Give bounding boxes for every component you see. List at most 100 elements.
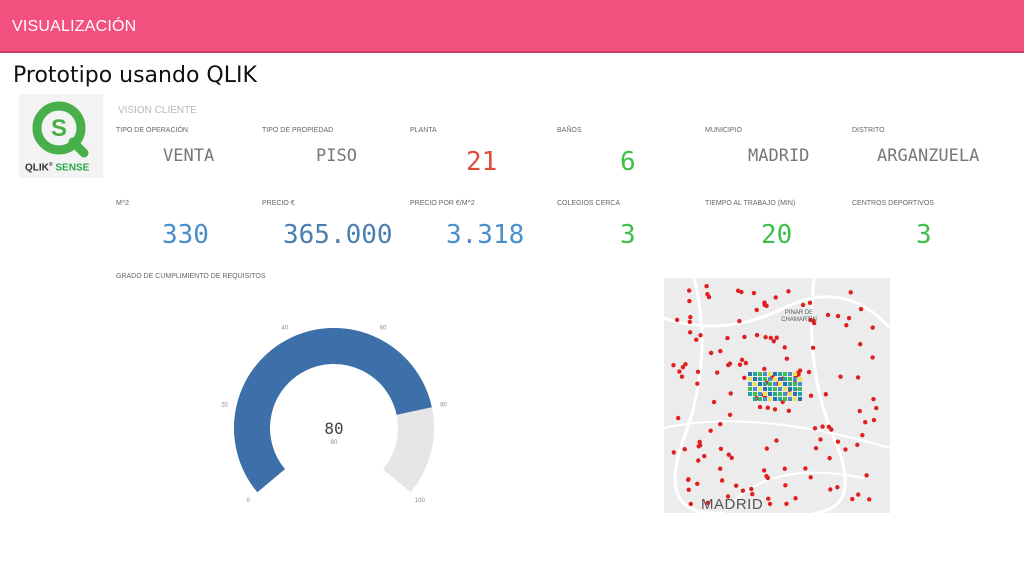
map-heat-cell xyxy=(793,377,797,381)
map-heat-cell xyxy=(788,397,792,401)
map-property-dot xyxy=(697,439,702,445)
dashboard-title: VISION CLIENTE xyxy=(118,105,197,116)
map-heat-cell xyxy=(798,377,802,381)
map-property-dot xyxy=(761,468,767,473)
map-heat-cell xyxy=(778,382,782,386)
logo-text: QLIK® SENSE xyxy=(25,162,89,173)
map-property-dot xyxy=(864,473,869,478)
map-heat-cell xyxy=(763,382,767,386)
map-property-dot xyxy=(705,500,710,506)
map-heat-cell xyxy=(753,382,757,386)
map-property-dot xyxy=(675,415,681,421)
map-heat-cell xyxy=(748,387,752,391)
map-property-dot xyxy=(835,313,841,319)
map-property-dot xyxy=(797,368,803,373)
map-heat-cell xyxy=(788,382,792,386)
kpi-label: M^2 xyxy=(116,200,130,207)
map-property-dot xyxy=(870,325,875,330)
kpi-price[interactable]: Precio € 365.000 xyxy=(262,200,402,260)
map-property-dot xyxy=(874,405,879,411)
map-property-dot xyxy=(737,362,743,367)
map-property-dot xyxy=(826,424,832,430)
map-property-dot xyxy=(765,405,771,410)
map-heat-cell xyxy=(773,387,777,391)
map-heat-cell xyxy=(768,372,772,376)
map-property-dot xyxy=(863,420,868,425)
map-property-dot xyxy=(754,332,760,338)
gauge-tick-label: 0 xyxy=(247,498,251,504)
map-property-dot xyxy=(714,370,720,375)
map-property-dot xyxy=(718,348,723,354)
map-heat-cell xyxy=(748,382,752,386)
kpi-value: 3 xyxy=(620,220,636,250)
map-property-dot xyxy=(728,391,733,396)
map-property-dot xyxy=(686,288,692,293)
map-property-dot xyxy=(671,362,676,368)
map-property-dot xyxy=(708,350,714,356)
map-property-dot xyxy=(718,466,723,471)
map-property-dot xyxy=(784,356,790,361)
map-property-dot xyxy=(683,362,688,367)
gauge-tick-label: 60 xyxy=(380,325,387,331)
map-property-dot xyxy=(818,437,823,442)
kpi-price-per-m2[interactable]: Precio por €/M^2 3.318 xyxy=(410,200,550,260)
map-property-dot xyxy=(679,374,685,379)
property-map[interactable] xyxy=(664,278,890,513)
map-heat-cell xyxy=(793,372,797,376)
kpi-bathrooms[interactable]: Baños 6 xyxy=(557,127,697,187)
map-heat-cell xyxy=(758,377,762,381)
map-property-dot xyxy=(820,424,825,429)
map-heat-cell xyxy=(768,382,772,386)
map-heat-cell xyxy=(788,392,792,396)
map-label-pinar: PINAR DE CHAMARTÍN xyxy=(781,310,817,323)
map-property-dot xyxy=(808,393,814,398)
kpi-value: 6 xyxy=(620,147,636,177)
kpi-property-type[interactable]: Tipo de propiedad PISO xyxy=(262,127,402,187)
kpi-operation-type[interactable]: Tipo de operación VENTA xyxy=(116,127,256,187)
requirements-gauge[interactable]: 0 20 40 60 80 100 80 80 xyxy=(200,300,460,520)
map-heat-cell xyxy=(768,377,772,381)
map-heat-cell xyxy=(748,377,752,381)
map-heat-cell xyxy=(748,372,752,376)
map-property-dot xyxy=(687,298,692,304)
map-property-dot xyxy=(827,455,832,461)
kpi-nearby-schools[interactable]: Colegios cerca 3 xyxy=(557,200,697,260)
map-property-dot xyxy=(828,487,833,492)
map-property-dot xyxy=(682,446,687,452)
kpi-commute-time[interactable]: Tiempo al trabajo (min) 20 xyxy=(705,200,845,260)
gauge-subvalue: 80 xyxy=(331,440,338,446)
map-property-dot xyxy=(783,483,788,488)
map-heat-cell xyxy=(763,377,767,381)
map-property-dot xyxy=(773,295,778,300)
map-property-dot xyxy=(855,442,860,448)
gauge-value: 80 xyxy=(324,419,343,438)
map-property-dot xyxy=(719,478,725,483)
kpi-label: Tipo de propiedad xyxy=(262,127,334,134)
map-heat-cell xyxy=(798,387,802,391)
map-heat-cell xyxy=(768,387,772,391)
map-property-dot xyxy=(674,317,680,323)
map-property-dot xyxy=(705,292,710,297)
map-property-dot xyxy=(871,417,877,423)
kpi-label: Municipio xyxy=(705,127,742,134)
map-heat-cell xyxy=(788,377,792,381)
map-heat-cell xyxy=(778,397,782,401)
kpi-value: 330 xyxy=(162,220,209,250)
map-property-dot xyxy=(704,283,709,289)
map-heat-cell xyxy=(753,392,757,396)
map-heat-cell xyxy=(773,382,777,386)
kpi-municipality[interactable]: Municipio MADRID xyxy=(705,127,845,187)
map-property-dot xyxy=(751,290,757,296)
map-property-dot xyxy=(711,399,717,405)
map-property-dot xyxy=(718,446,724,451)
map-property-dot xyxy=(743,360,749,366)
map-heat-cell xyxy=(778,387,782,391)
kpi-square-meters[interactable]: M^2 330 xyxy=(116,200,256,260)
map-heat-cell xyxy=(798,397,802,401)
kpi-sports-centers[interactable]: Centros deportivos 3 xyxy=(852,200,992,260)
map-property-dot xyxy=(843,447,848,452)
kpi-floor[interactable]: Planta 21 xyxy=(410,127,550,187)
kpi-district[interactable]: Distrito ARGANZUELA xyxy=(852,127,992,187)
map-property-dot xyxy=(811,320,817,326)
map-property-dot xyxy=(686,477,691,483)
